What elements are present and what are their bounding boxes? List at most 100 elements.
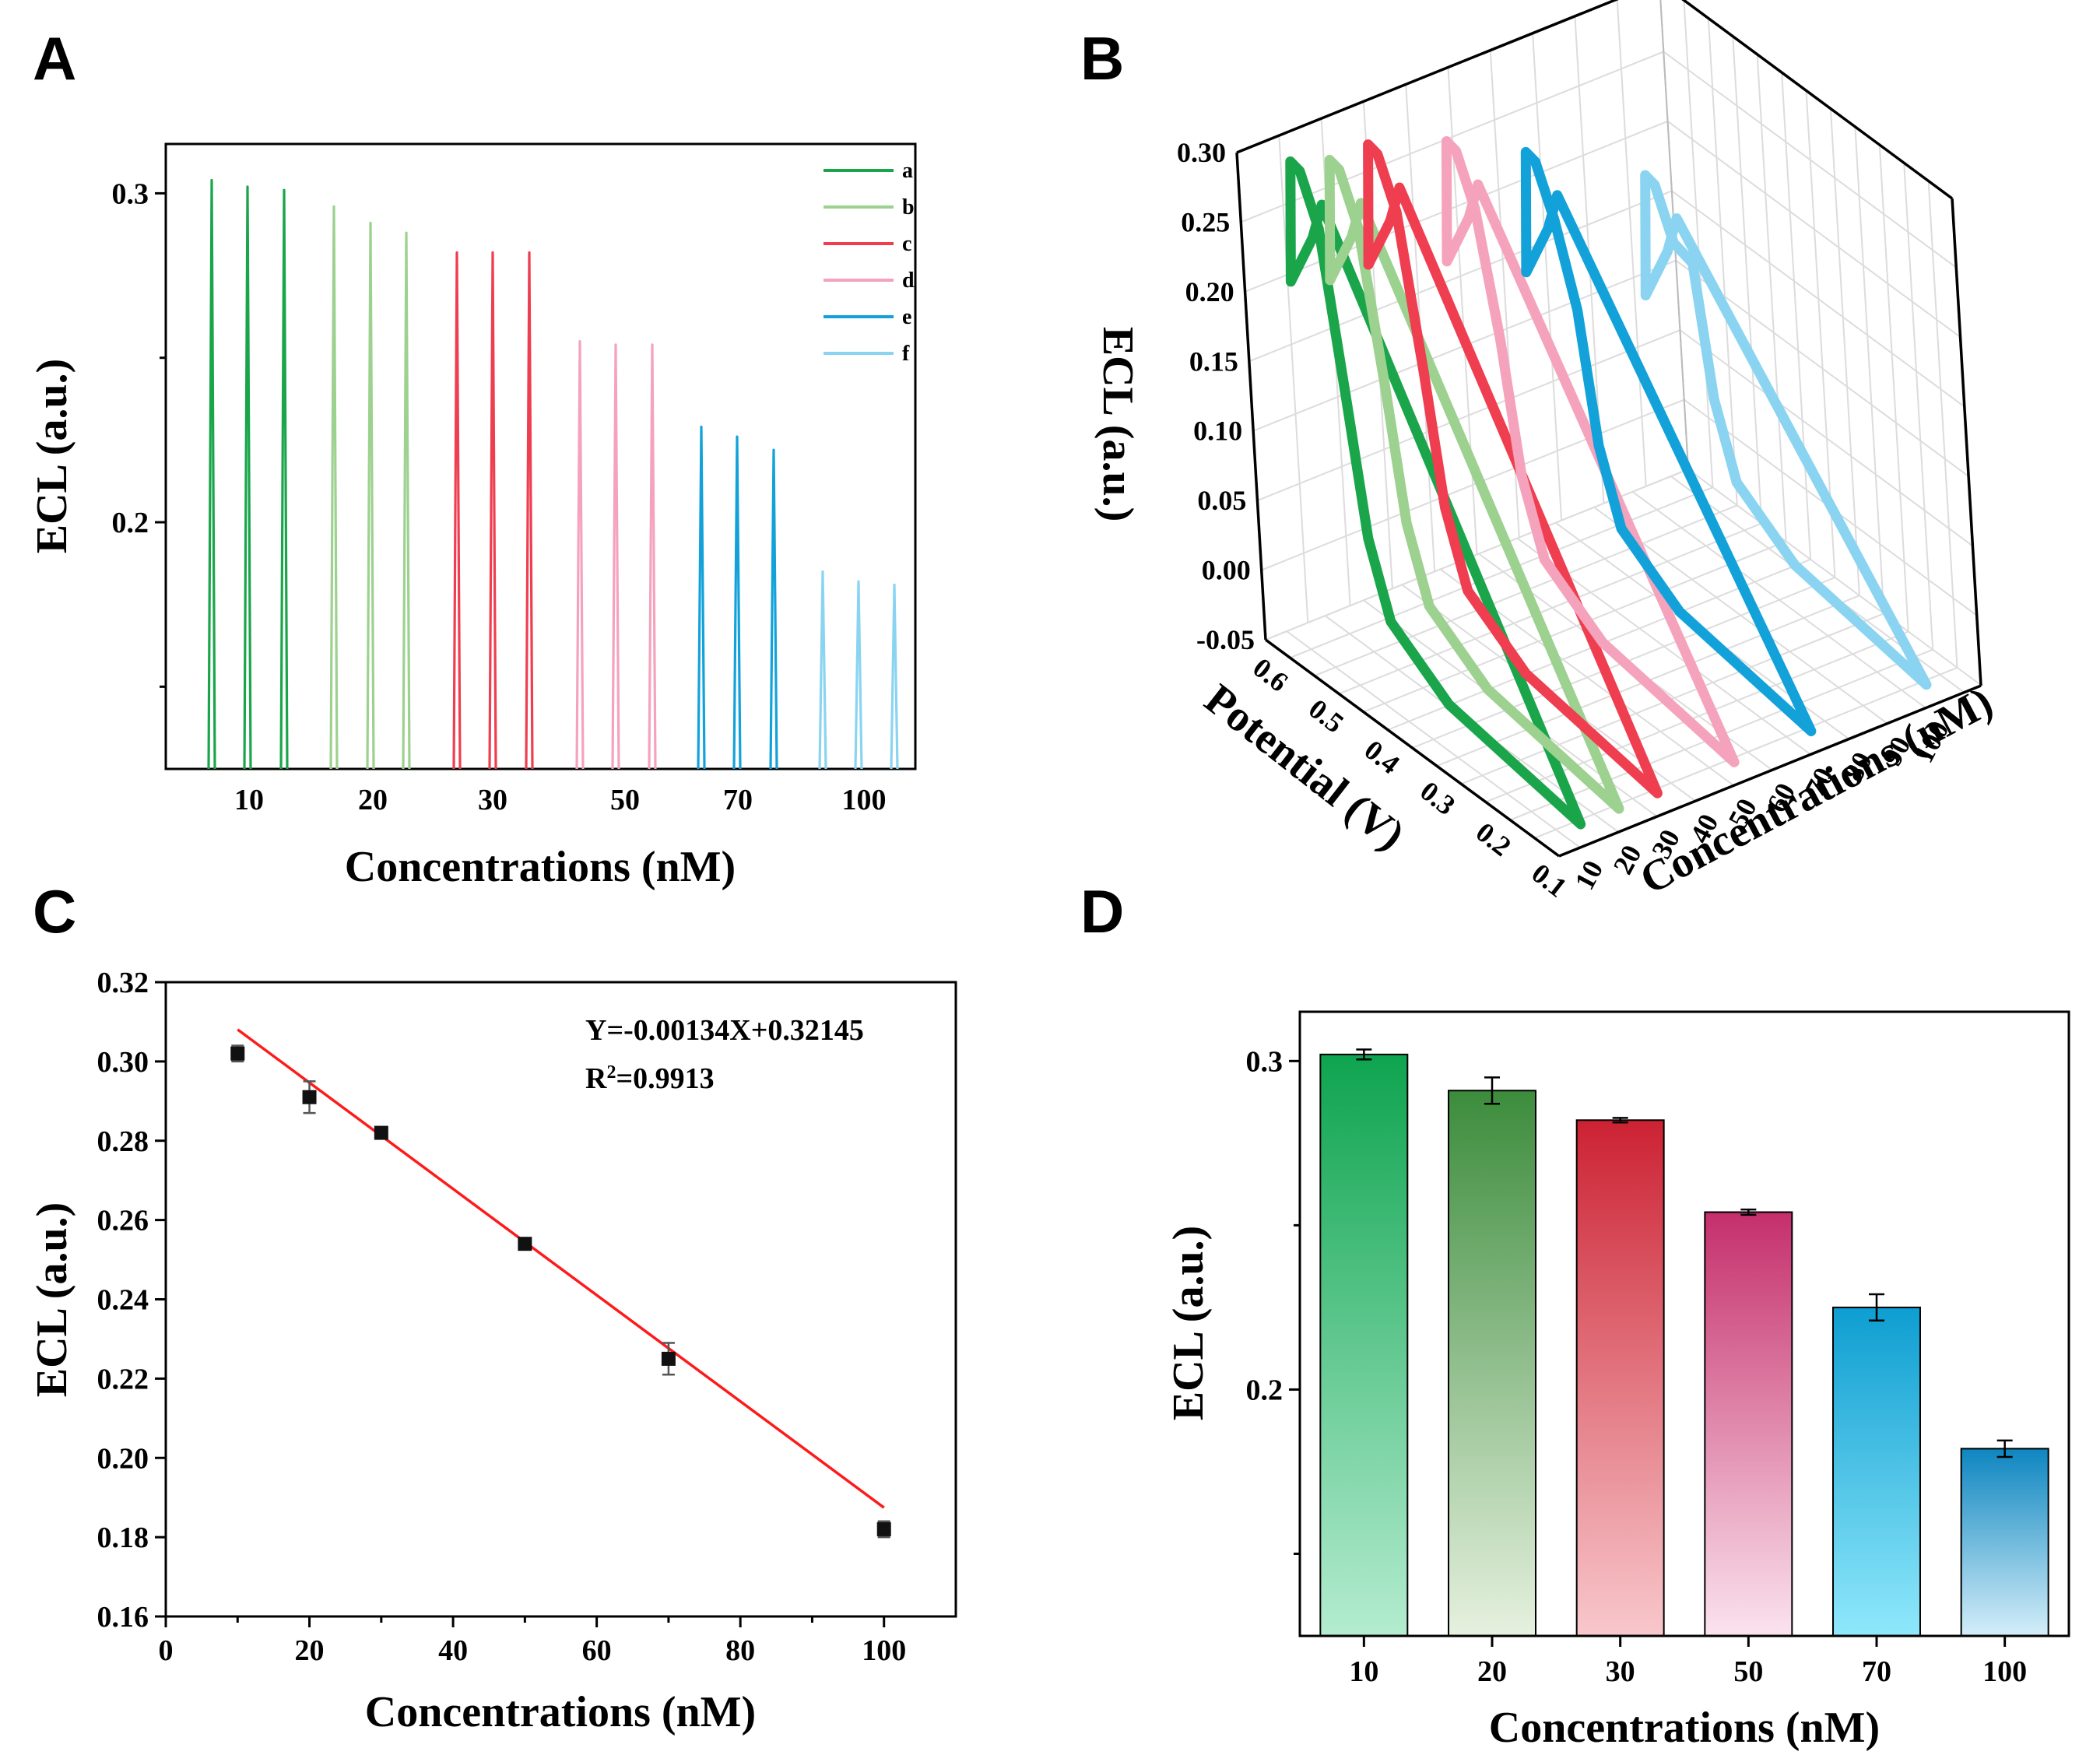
panel-b-potential-tick-label: 0.1 <box>1526 858 1572 904</box>
panel-a-peak-f <box>818 570 827 770</box>
panel-b-curve-10 <box>1285 156 1586 830</box>
panel-d-bar-20 <box>1448 1090 1536 1637</box>
panel-a-peak-d <box>611 343 620 770</box>
panel-b-curve-70 <box>1520 146 1817 736</box>
panel-c-y-tick-label: 0.22 <box>97 1363 149 1395</box>
panel-d-bar-100 <box>1960 1448 2049 1637</box>
panel-label-b: B <box>1080 24 1124 93</box>
panel-a-legend-label-f: f <box>902 342 910 366</box>
panel-d: D 10 20 30 50 70 100 0.2 0.3 Concentrations (nM… <box>1080 877 2070 1752</box>
panel-a-peak-a <box>207 178 216 770</box>
panel-c-y-axis-label: ECL (a.u.) <box>28 1202 76 1398</box>
panel-b-z-tick-label: 0.25 <box>1181 206 1230 237</box>
panel-a-legend-label-c: c <box>902 232 911 256</box>
panel-b-grid-line <box>1235 152 1267 641</box>
panel-b-curve-50 <box>1441 136 1740 767</box>
panel-b-curve-20 <box>1324 155 1624 814</box>
panel-label-a: A <box>33 24 76 93</box>
panel-c-x-tick-label: 20 <box>295 1634 325 1667</box>
panel-b-grid-line <box>1338 522 1762 695</box>
panel-c-x-tick-label: 60 <box>582 1634 612 1667</box>
panel-c-r-squared-exponent: 2 <box>606 1062 616 1083</box>
panel-a-peak-f <box>890 583 899 770</box>
panel-c-y-tick-label: 0.24 <box>97 1284 149 1317</box>
panel-a-peak-c <box>452 251 462 770</box>
panel-a-peak-f <box>854 580 863 770</box>
panel-d-bar-70 <box>1832 1306 1921 1637</box>
panel-a-peak-d <box>575 339 585 770</box>
panel-c-y-tick-label: 0.28 <box>97 1125 149 1158</box>
panel-c-x-tick-label: 100 <box>862 1634 906 1667</box>
panel-c-x-axis-label: Concentrations (nM) <box>365 1688 756 1736</box>
panel-c-x-tick-label: 80 <box>725 1634 755 1667</box>
panel-b-potential-tick-label: 0.4 <box>1359 734 1406 780</box>
panel-c-x-tick-label: 40 <box>438 1634 468 1667</box>
panel-b-concentration-tick-label: 10 <box>1568 855 1609 895</box>
panel-d-x-tick-label: 70 <box>1862 1655 1891 1688</box>
panel-a-peak-a <box>243 185 252 770</box>
panel-c-equation: Y=-0.00134X+0.32145 <box>585 1014 864 1047</box>
panel-d-x-tick-label: 50 <box>1733 1655 1763 1688</box>
panel-a-peak-e <box>769 448 778 770</box>
panel-a-peak-e <box>697 425 706 770</box>
panel-b-grid-line <box>1278 135 1309 623</box>
panel-a-legend-label-b: b <box>902 195 915 219</box>
panel-c-r-squared: R2=0.9913 <box>585 1062 715 1095</box>
panel-d-y-axis-label: ECL (a.u.) <box>1164 1226 1213 1421</box>
panel-a-peak-b <box>329 205 339 770</box>
panel-b-z-tick-label: 0.00 <box>1202 555 1251 586</box>
panel-b-z-axis-label: ECL (a.u.) <box>1094 327 1142 522</box>
panel-a-plot-frame <box>164 142 917 770</box>
panel-c-data-point <box>230 1046 245 1061</box>
panel-b-grid-line <box>1616 0 1647 486</box>
panel-label-d: D <box>1080 877 1124 946</box>
panel-b-grid-line <box>1781 72 1812 560</box>
panel-a-x-tick-label: 100 <box>842 784 887 816</box>
panel-c-y-tick-label: 0.16 <box>97 1601 149 1634</box>
panel-a-y-tick-label: 0.3 <box>112 177 149 210</box>
panel-b-z-tick-label: 0.30 <box>1177 137 1226 168</box>
panel-c: C 0 20 40 60 80 100 0.16 0.18 0.20 0.22 0.24 0.26 0.… <box>28 877 957 1736</box>
panel-c-r-squared-value: =0.9913 <box>616 1062 714 1095</box>
panel-d-y-tick-label: 0.3 <box>1246 1045 1284 1078</box>
panel-a-peak-b <box>366 221 375 770</box>
panel-a-legend-label-e: e <box>902 305 911 329</box>
panel-d-x-tick-label: 20 <box>1477 1655 1507 1688</box>
panel-b-grid-line <box>1264 638 1561 858</box>
panel-a-y-axis-label: ECL (a.u.) <box>28 359 76 554</box>
panel-b-grid-line <box>1707 18 1738 506</box>
panel-b-z-tick-label: -0.05 <box>1196 624 1255 655</box>
panel-b-grid-line <box>1854 126 1885 614</box>
panel-c-y-tick-label: 0.18 <box>97 1522 149 1554</box>
panel-c-y-tick-label: 0.30 <box>97 1046 149 1079</box>
panel-a-legend-label-a: a <box>902 159 913 183</box>
panel-a-x-axis-label: Concentrations (nM) <box>345 843 736 891</box>
panel-b-z-tick-label: 0.10 <box>1193 416 1242 447</box>
panel-b-curve-100 <box>1640 170 1932 690</box>
panel-d-bar-10 <box>1319 1053 1409 1637</box>
panel-d-bar-50 <box>1704 1211 1793 1637</box>
panel-a-x-tick-label: 10 <box>234 784 264 816</box>
panel-a-peak-d <box>648 343 657 770</box>
panel-b-curves <box>1285 136 1932 830</box>
panel-d-x-tick-label: 30 <box>1606 1655 1635 1688</box>
panel-b-potential-tick-label: 0.2 <box>1470 816 1517 862</box>
panel-d-x-axis-label: Concentrations (nM) <box>1489 1704 1880 1752</box>
panel-c-data-point <box>876 1522 891 1536</box>
panel-a-x-tick-label: 30 <box>478 784 507 816</box>
panel-b-grid-line <box>1290 486 1713 659</box>
panel-b-grid-line <box>1927 180 1958 668</box>
panel-c-data-point <box>518 1237 532 1251</box>
panel-b-grid-line <box>1903 162 1934 650</box>
panel-c-r-squared-prefix: R <box>585 1062 607 1095</box>
panel-b-grid-line <box>1532 33 1563 521</box>
panel-d-bar-30 <box>1575 1119 1665 1637</box>
panel-b-grid-line <box>1878 144 1909 632</box>
panel-b-grid-line <box>1683 0 1714 488</box>
panel-label-c: C <box>33 877 76 946</box>
panel-b-grid-line <box>1732 36 1763 524</box>
panel-a-peak-e <box>732 435 742 770</box>
panel-c-y-tick-label: 0.32 <box>97 967 149 999</box>
